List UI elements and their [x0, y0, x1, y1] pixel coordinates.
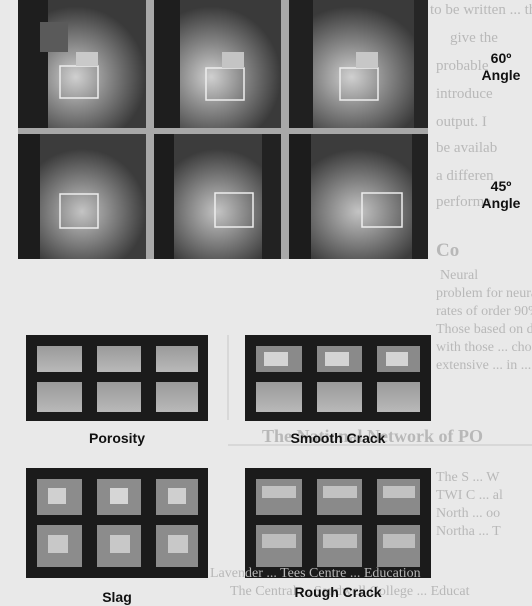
- bg-text-line: Those based on direct analysis of the im…: [436, 322, 532, 337]
- bg-text-line: North ... oo: [436, 506, 501, 521]
- porosity-panel: [26, 335, 208, 421]
- bg-text-line: with those ... chosen ... the: [436, 340, 532, 355]
- angle-word: Angle: [481, 195, 521, 211]
- image-45-1: [18, 134, 146, 259]
- image-60-3: [289, 0, 428, 128]
- label-slag: Slag: [102, 589, 132, 605]
- bg-text-line: be availab: [436, 140, 498, 156]
- smooth-crack-panel: [245, 335, 431, 421]
- bg-section-heading: Co: [436, 240, 460, 261]
- bg-text-line: The S ... W: [436, 470, 500, 485]
- angle-value: 60º: [490, 50, 512, 66]
- bg-text-line: Northa ... T: [436, 524, 501, 539]
- label-rough-crack: Rough Crack: [294, 584, 382, 600]
- bg-text-line: probable: [436, 58, 489, 74]
- bg-text-line: Lavender ... Tees Centre ... Education: [210, 566, 421, 581]
- bg-text-line: a differen: [436, 168, 494, 184]
- angle-image-grid: [18, 0, 428, 259]
- bg-text-line: output. I: [436, 114, 487, 130]
- label-porosity: Porosity: [88, 430, 145, 446]
- image-60-2: [154, 0, 281, 128]
- angle-value: 45º: [490, 178, 512, 194]
- angle-word: Angle: [481, 67, 521, 83]
- bg-text-line: The Central ... Sandwell College ... Edu…: [230, 584, 470, 599]
- image-45-2: [154, 134, 281, 259]
- image-60-1: [18, 0, 146, 128]
- bg-bottom-heading: The National Network of PO: [262, 426, 483, 446]
- image-45-3: [289, 134, 428, 259]
- bg-text-line: give the: [450, 30, 498, 46]
- label-smooth-crack: Smooth Crack: [290, 430, 386, 446]
- bg-text-line: rates of order 90% have been obtained fr…: [436, 304, 532, 319]
- bg-text-line: TWI C ... al: [436, 488, 503, 503]
- bg-text-line: to be written ... the results should be …: [430, 2, 532, 18]
- angle-label-45: 45º Angle: [474, 178, 528, 212]
- bg-text-line: introduce: [436, 86, 493, 102]
- rough-crack-panel: [245, 468, 431, 578]
- bg-text-line: extensive ... in ... the: [436, 358, 532, 373]
- bg-text-line: performe: [436, 194, 491, 210]
- bg-text-line: Neural: [440, 268, 479, 283]
- slag-panel: [26, 468, 208, 578]
- bg-text-line: problem for neural nets ... have been ob…: [436, 286, 532, 301]
- angle-label-60: 60º Angle: [474, 50, 528, 84]
